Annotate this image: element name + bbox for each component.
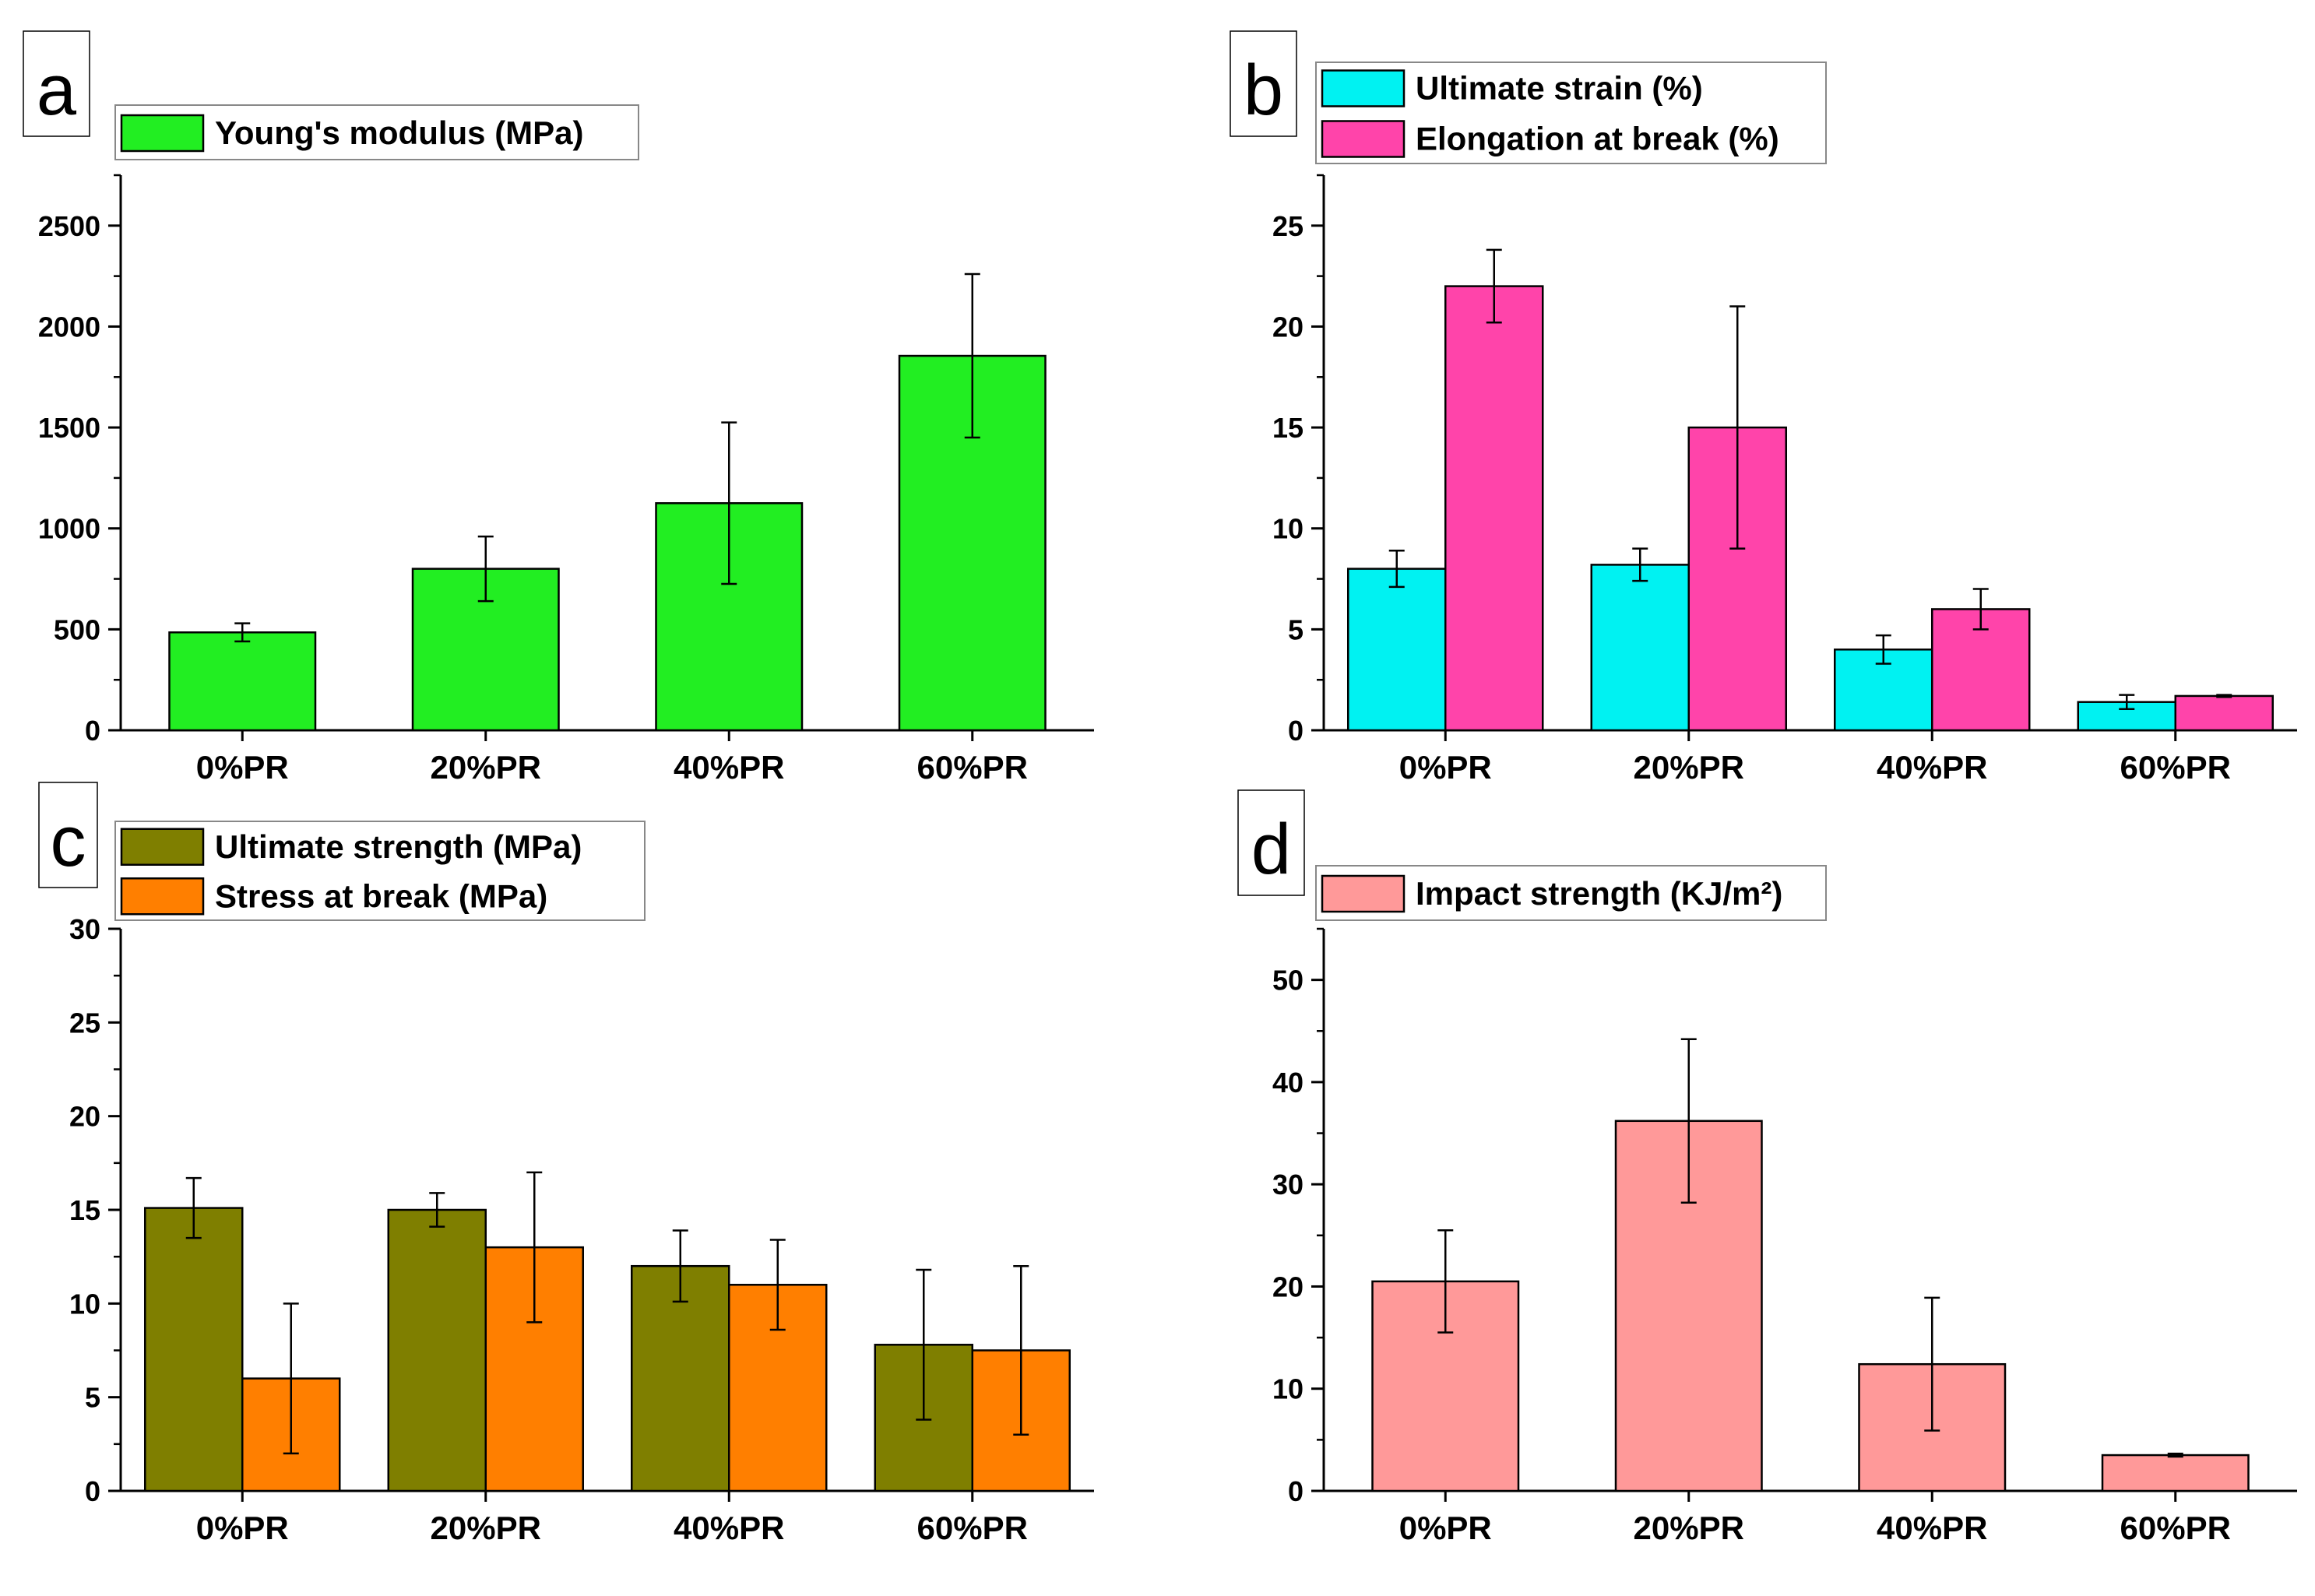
panel-letter-box	[38, 782, 98, 888]
bar-c-0-0	[144, 1207, 244, 1492]
x-tick-label: 40%PR	[1877, 749, 1987, 786]
panel-letter: b	[1244, 51, 1283, 130]
y-tick-label: 2500	[38, 210, 100, 242]
panel-letter: a	[37, 51, 77, 130]
x-tick-label: 40%PR	[674, 1510, 784, 1546]
y-tick-label: 10	[1272, 1373, 1304, 1405]
y-tick-label: 20	[1272, 1271, 1304, 1302]
x-tick-label: 0%PR	[196, 749, 289, 786]
bar-b-0-0	[1347, 568, 1447, 732]
x-tick-label: 60%PR	[2120, 749, 2231, 786]
y-tick-label: 20	[69, 1101, 100, 1133]
panel-letter: d	[1251, 810, 1291, 889]
x-tick-label: 0%PR	[1399, 1510, 1492, 1546]
y-tick-label: 1500	[38, 412, 100, 444]
bar-c-0-2	[631, 1264, 730, 1492]
y-tick-label: 40	[1272, 1067, 1304, 1099]
x-tick-label: 20%PR	[431, 1510, 541, 1546]
bar-b-1-0	[1444, 285, 1544, 732]
x-tick-label: 60%PR	[917, 749, 1028, 786]
bar-b-1-3	[2174, 694, 2274, 732]
y-tick-label: 10	[1272, 513, 1304, 545]
panel-letter-box	[23, 30, 90, 137]
bar-d-0-3	[2101, 1454, 2250, 1492]
bar-c-0-1	[387, 1208, 487, 1492]
legend-swatch	[120, 114, 205, 153]
chart-panel-a: a 0 500 1000 1500 2000 2500 0%PR 20%PR 40%PR 60%PR…	[23, 30, 1094, 786]
y-tick-label: 0	[1288, 1475, 1304, 1507]
y-tick-label: 0	[85, 1475, 100, 1507]
y-tick-label: 30	[69, 913, 100, 945]
panel-letter-box	[1230, 30, 1297, 137]
y-tick-label: 5	[1288, 613, 1304, 645]
legend-label: Ultimate strain (%)	[1416, 70, 1703, 107]
x-tick-label: 60%PR	[917, 1510, 1028, 1546]
y-tick-label: 25	[1272, 210, 1304, 242]
y-tick-label: 500	[54, 613, 100, 645]
legend-swatch	[1321, 874, 1406, 913]
y-tick-label: 0	[85, 715, 100, 747]
y-tick-label: 2000	[38, 311, 100, 343]
x-tick-label: 20%PR	[431, 749, 541, 786]
y-tick-label: 50	[1272, 965, 1304, 997]
legend-swatch	[120, 877, 205, 916]
y-tick-label: 15	[1272, 412, 1304, 444]
bar-c-1-1	[484, 1246, 584, 1492]
chart-panel-b: b 0 5 10 15 20 25 0%PR 20%PR 40%PR 60%PR Ultimate s…	[1230, 30, 2297, 786]
legend-swatch	[120, 828, 205, 866]
legend-swatch	[1321, 120, 1406, 158]
x-tick-label: 40%PR	[1877, 1510, 1987, 1546]
x-tick-label: 0%PR	[1399, 749, 1492, 786]
bar-a-0-0	[168, 631, 317, 732]
y-tick-label: 5	[85, 1382, 100, 1414]
legend-label: Young's modulus (MPa)	[215, 114, 584, 151]
y-tick-label: 1000	[38, 513, 100, 545]
legend-label: Ultimate strength (MPa)	[215, 828, 582, 865]
panel-letter: c	[51, 802, 86, 881]
legend-label: Stress at break (MPa)	[215, 877, 547, 914]
legend-label: Impact strength (KJ/m²)	[1416, 875, 1782, 912]
panel-letter-box	[1237, 789, 1305, 896]
x-tick-label: 20%PR	[1634, 1510, 1744, 1546]
bar-b-0-1	[1590, 564, 1690, 732]
chart-panel-d: d 0 10 20 30 40 50 0%PR 20%PR 40%PR 60%PR Impact st…	[1237, 789, 2297, 1546]
x-tick-label: 0%PR	[196, 1510, 289, 1546]
y-tick-label: 20	[1272, 311, 1304, 343]
x-tick-label: 40%PR	[674, 749, 784, 786]
legend-label: Elongation at break (%)	[1416, 121, 1779, 157]
y-tick-label: 10	[69, 1288, 100, 1320]
y-tick-label: 0	[1288, 715, 1304, 747]
y-tick-label: 30	[1272, 1169, 1304, 1201]
x-tick-label: 20%PR	[1634, 749, 1744, 786]
x-tick-label: 60%PR	[2120, 1510, 2231, 1546]
legend-swatch	[1321, 69, 1406, 107]
chart-panel-c: c 0 5 10 15 20 25 30 0%PR 20%PR 40%PR 60%PR Ultimat…	[38, 782, 1094, 1546]
y-tick-label: 15	[69, 1194, 100, 1226]
y-tick-label: 25	[69, 1007, 100, 1039]
